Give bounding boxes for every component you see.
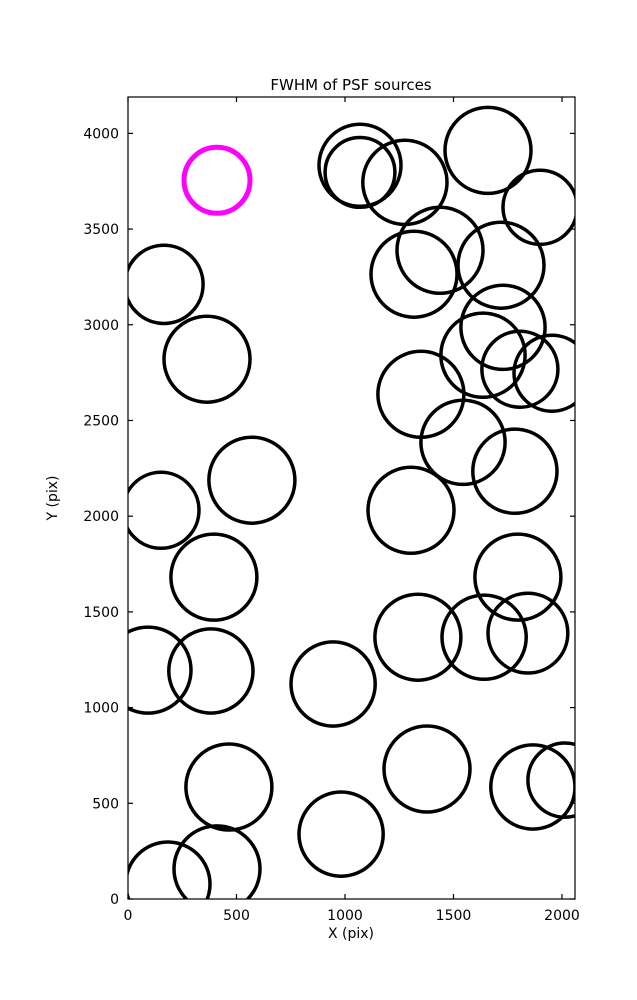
psf-source-circle <box>382 724 472 814</box>
psf-source-circle <box>512 333 575 413</box>
tick-labels-layer: 0 500 1000 1500 2000 0 500 1000 1500 2000 2500 3000… <box>83 126 579 924</box>
psf-source-circle <box>526 741 575 819</box>
psf-source-circle <box>456 220 546 310</box>
psf-source-circle <box>128 243 205 326</box>
y-axis-label: Y (pix) <box>45 476 61 522</box>
psf-source-circle <box>480 329 560 409</box>
psf-source-circle <box>289 640 377 728</box>
y-tick-label: 0 <box>110 892 119 908</box>
y-tick-label: 2000 <box>83 509 119 525</box>
psf-source-circle <box>369 229 459 319</box>
psf-source-circle <box>373 592 463 682</box>
psf-source-circle <box>297 790 385 878</box>
psf-source-circle <box>439 311 527 400</box>
psf-source-circle <box>395 205 485 296</box>
y-tick-label: 3500 <box>83 222 119 238</box>
y-tick-label: 2500 <box>83 413 119 429</box>
x-tick-label: 1000 <box>327 908 363 924</box>
psf-source-circle <box>473 532 563 622</box>
psf-source-circle <box>486 591 570 675</box>
y-tick-label: 3000 <box>83 318 119 334</box>
psf-source-circle <box>323 135 397 210</box>
y-tick-label: 4000 <box>83 126 119 142</box>
x-tick-label: 1500 <box>436 908 472 924</box>
x-tick-label: 0 <box>124 908 133 924</box>
psf-source-circle <box>443 105 533 196</box>
axes-frame <box>127 96 576 900</box>
psf-source-circle <box>184 742 274 832</box>
psf-source-circle <box>172 824 262 899</box>
highlighted-psf-source-circle <box>181 144 253 216</box>
psf-source-circle <box>489 743 575 831</box>
plot-area <box>128 97 575 899</box>
psf-source-circle <box>128 470 201 551</box>
psf-source-circle <box>471 427 559 516</box>
psf-source-circle <box>419 398 507 487</box>
psf-source-circle <box>128 840 212 899</box>
psf-source-circle <box>366 465 456 556</box>
psf-source-circle <box>440 593 528 682</box>
x-tick-label: 500 <box>223 908 250 924</box>
psf-source-circle <box>167 627 255 715</box>
psf-circles-layer <box>128 105 575 899</box>
psf-source-circle <box>128 625 193 715</box>
x-tick-label: 2000 <box>544 908 580 924</box>
psf-source-circle <box>162 314 252 404</box>
y-tick-label: 1500 <box>83 605 119 621</box>
psf-source-circle <box>459 283 547 372</box>
chart-title: FWHM of PSF sources <box>270 76 431 94</box>
y-tick-label: 500 <box>92 796 119 812</box>
x-axis-label: X (pix) <box>328 926 374 942</box>
psf-source-circle <box>207 435 297 525</box>
psf-source-circle <box>169 532 259 622</box>
y-tick-label: 1000 <box>83 701 119 717</box>
